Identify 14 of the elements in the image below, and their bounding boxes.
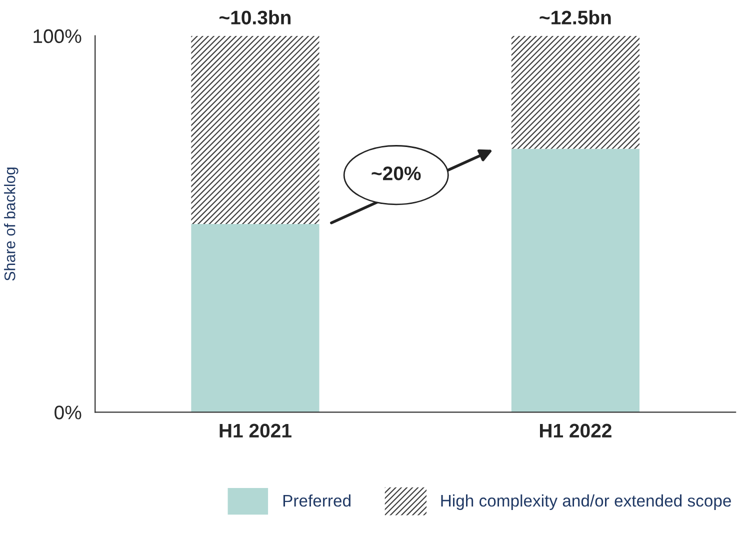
y-tick-label: 0% — [54, 406, 82, 420]
legend-label: High complexity and/or extended scope — [441, 494, 731, 510]
legend-label: Preferred — [283, 494, 350, 507]
bar — [191, 36, 320, 224]
annotation: ~20% — [372, 166, 421, 180]
y-axis-title: Share of backlog — [4, 168, 18, 281]
bar — [191, 224, 320, 412]
y-tick-label: 100% — [34, 29, 82, 44]
x-tick-label: H1 2022 — [540, 424, 612, 438]
bar — [511, 148, 640, 412]
bar — [511, 36, 640, 149]
annotation: ~10.3bn — [220, 10, 290, 24]
annotation: ~12.5bn — [540, 10, 611, 24]
x-tick-label: H1 2021 — [220, 424, 292, 438]
